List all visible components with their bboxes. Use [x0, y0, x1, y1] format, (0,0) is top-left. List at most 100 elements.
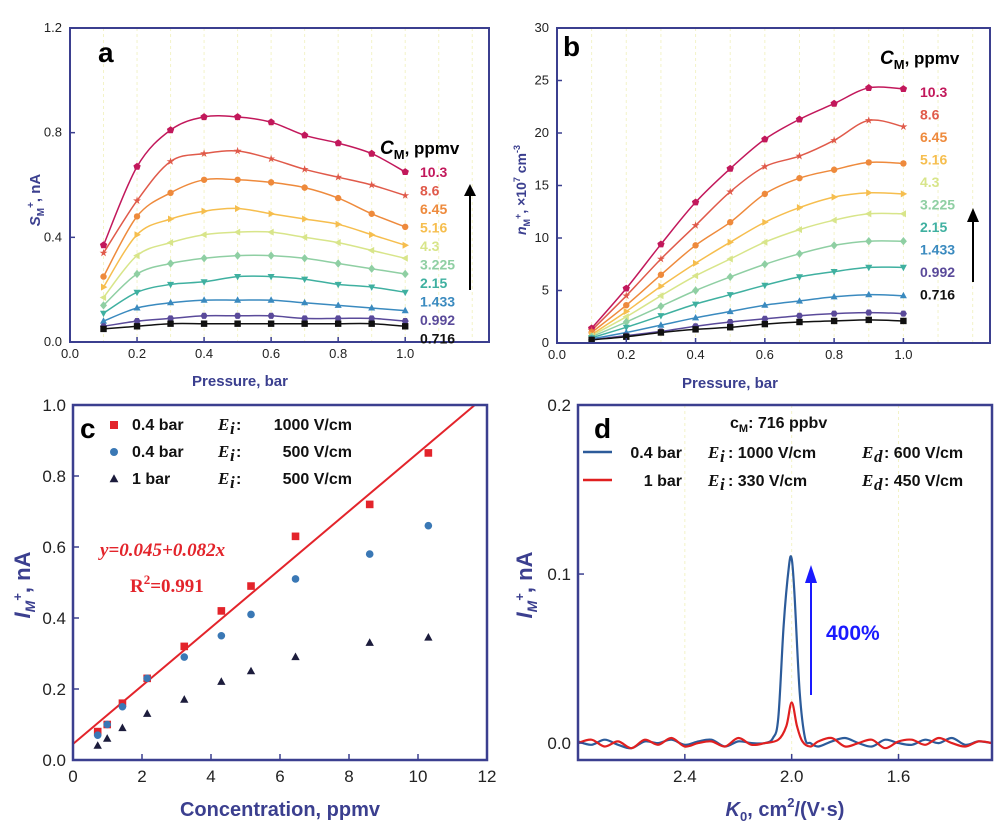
panel-b-point [726, 255, 733, 263]
panel-d-ylabel-main: I [512, 611, 537, 618]
panel-a-curve [102, 115, 406, 246]
panel-a-point [133, 323, 141, 330]
panel-d-annotation: 400% [826, 622, 880, 645]
panel-b-point [622, 284, 630, 292]
panel-b-point [865, 159, 872, 166]
panel-b-xtick-label: 1.0 [894, 347, 912, 362]
panel-b: 0.0 0.2 0.4 0.6 0.8 1.0 0 5 10 15 20 25 30 b Pressur… [512, 20, 991, 392]
panel-b-series-label: 6.45 [920, 129, 947, 145]
panel-a-series-label: 1.433 [420, 294, 455, 310]
panel-b-point [588, 336, 595, 344]
panel-b-point [691, 221, 700, 229]
panel-c-point [143, 674, 151, 683]
panel-a-point [133, 289, 141, 297]
panel-a-series-label: 3.225 [420, 257, 455, 273]
panel-a-point [101, 283, 108, 291]
panel-b-curve [591, 119, 904, 331]
panel-a-xtick-label: 0.0 [61, 346, 79, 361]
panel-a-point [133, 213, 141, 220]
panel-d-legend-ed-val: : 600 V/cm [884, 445, 963, 462]
panel-a-cm-unit: , ppmv [405, 139, 460, 158]
panel-d-xlabel-unit2: /(V·s) [794, 799, 844, 821]
panel-a-point [99, 248, 108, 257]
panel-c-point [365, 638, 374, 646]
panel-a-ylabel-main: S [27, 216, 44, 226]
panel-c-legend-field-sub: i [230, 473, 235, 492]
panel-b-ylabel-unit: , ×10 [513, 182, 529, 214]
panel-b-point [796, 297, 803, 304]
panel-d-xlabel-main: K [726, 799, 742, 821]
panel-b-point [761, 320, 769, 328]
panel-c-point [103, 734, 112, 742]
panel-b-point [899, 85, 908, 92]
panel-b-legend-title: CM, ppmv [880, 48, 960, 72]
panel-a-point [401, 318, 409, 325]
panel-a-xtick-label: 0.4 [195, 346, 213, 361]
panel-b-point [865, 264, 873, 272]
panel-c-ytick-label: 0.0 [42, 751, 66, 770]
panel-d-legend-ed: E [861, 471, 873, 490]
panel-d-xlabel-sub: 0 [740, 809, 747, 824]
panel-b-point [761, 301, 769, 308]
panel-a-series-label: 4.3 [420, 238, 440, 254]
panel-a-curve [102, 230, 406, 298]
panel-a-point [334, 301, 342, 308]
panel-c-point [103, 720, 112, 729]
panel-d-legend-ed-sub: d [874, 447, 883, 466]
panel-b-point [657, 329, 665, 336]
panel-a-point [368, 210, 375, 217]
panel-d-legend-ed-sub: d [874, 475, 883, 494]
panel-a-point [100, 301, 107, 310]
panel-b-label: b [563, 31, 580, 62]
panel-a-ytick-label: 1.2 [44, 20, 62, 35]
panel-b-curve [591, 212, 904, 337]
panel-b-point [657, 240, 665, 248]
panel-a-point [100, 317, 107, 324]
panel-a-point [200, 279, 208, 286]
panel-a-curve [102, 150, 406, 254]
panel-d-frame [576, 403, 994, 762]
panel-a-point [235, 205, 242, 213]
panel-d-lines [577, 555, 993, 750]
panel-c-point [291, 575, 300, 583]
panel-b-curve [591, 311, 904, 341]
panel-c-equation: y=0.045+0.082x [98, 540, 226, 561]
panel-b-point [865, 309, 873, 316]
panel-b-point [691, 272, 699, 280]
panel-b-xtick-label: 0.2 [617, 347, 635, 362]
panel-c-legend-pressure: 1 bar [132, 471, 170, 488]
panel-d: 2.4 2.0 1.60.00.10.2 d cM: 716 ppbv 0.4 ba… [512, 396, 994, 824]
panel-a-point [300, 165, 309, 173]
panel-b-point [726, 187, 735, 196]
panel-b-point [622, 291, 631, 300]
panel-b-curve [591, 161, 904, 334]
panel-c-point [180, 695, 189, 703]
panel-a-point [234, 274, 242, 281]
panel-c-point [180, 642, 189, 651]
panel-a-curve [103, 322, 406, 330]
panel-d-title-main: c [730, 415, 739, 432]
panel-c-point [93, 741, 102, 749]
panel-b-xtick-label: 0.4 [687, 347, 705, 362]
panel-b-series-label: 1.433 [920, 242, 955, 258]
panel-a-ylabel-sup: + [26, 202, 37, 208]
panel-a-point [267, 154, 276, 163]
panel-a-ytick-label: 0.4 [44, 229, 62, 244]
panel-d-legend-ed: E [861, 443, 873, 462]
panel-a-point [167, 298, 175, 306]
panel-a-point [367, 246, 375, 254]
panel-d-ytick-label: 0.0 [547, 734, 571, 753]
panel-d-ylabel-sub: M [524, 600, 540, 612]
panel-d-ytick-label: 0.1 [547, 565, 571, 584]
panel-b-xtick-label: 0.6 [756, 347, 774, 362]
panel-b-point [899, 264, 907, 272]
panel-c-point [247, 610, 255, 619]
panel-b-point [761, 315, 769, 322]
panel-a-series-label: 10.3 [420, 164, 447, 180]
panel-a-point [133, 304, 141, 311]
panel-c: 0 2 4 6 8 10 12 0.0 0.2 0.4 0.6 0.8 1.0 c Concentrat… [10, 396, 496, 821]
panel-a-point [334, 173, 343, 181]
panel-d-series-line [577, 701, 993, 750]
panel-b-point [830, 216, 837, 224]
panel-d-ylabel: IM+, nA [512, 551, 540, 618]
